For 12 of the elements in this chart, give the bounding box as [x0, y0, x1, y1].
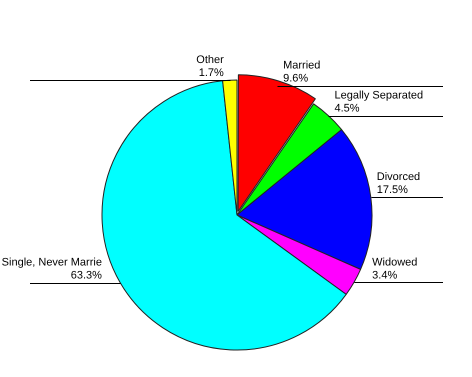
- slice-label: Widowed: [372, 256, 418, 268]
- slice-label: Other: [196, 54, 224, 66]
- data-label: 4.5%: [334, 102, 360, 115]
- slice-label: Single, Never Marrie: [2, 256, 102, 269]
- slice-label: Married: [283, 60, 320, 72]
- slice-label: Divorced: [376, 170, 420, 183]
- data-label: 3.4%: [372, 269, 398, 282]
- slice-label: Legally Separated: [334, 90, 424, 102]
- data-label: 63.3%: [70, 270, 102, 282]
- data-label: 9.6%: [283, 72, 308, 85]
- data-label: 17.5%: [376, 184, 408, 196]
- data-label: 1.7%: [198, 67, 224, 80]
